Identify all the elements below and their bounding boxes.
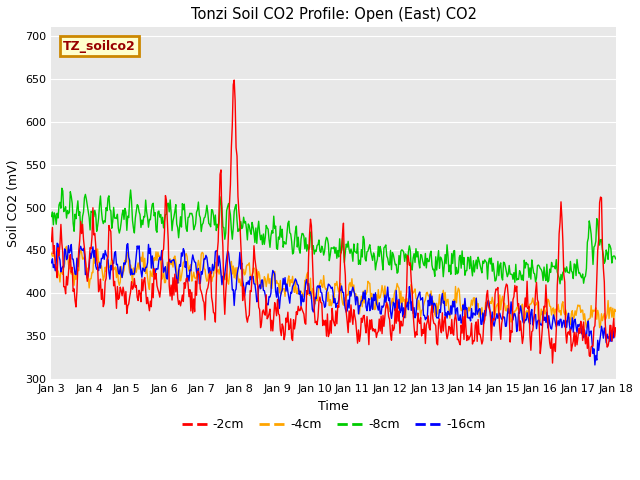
Title: Tonzi Soil CO2 Profile: Open (East) CO2: Tonzi Soil CO2 Profile: Open (East) CO2 <box>191 7 477 22</box>
X-axis label: Time: Time <box>318 399 349 413</box>
Legend: -2cm, -4cm, -8cm, -16cm: -2cm, -4cm, -8cm, -16cm <box>177 413 490 436</box>
Y-axis label: Soil CO2 (mV): Soil CO2 (mV) <box>7 159 20 247</box>
Text: TZ_soilco2: TZ_soilco2 <box>63 39 136 53</box>
